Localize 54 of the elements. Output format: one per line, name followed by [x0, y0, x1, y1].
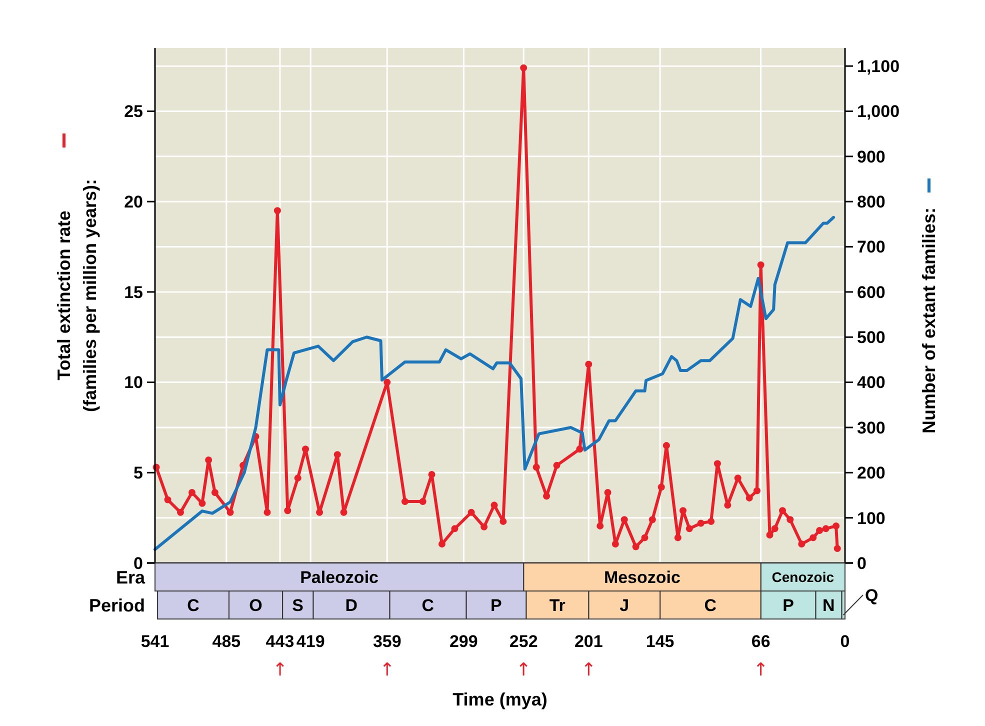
y-tick-label: 15 — [124, 282, 143, 302]
x-tick-label: 66 — [751, 632, 770, 651]
series-label: O — [249, 596, 262, 615]
y2-tick-label: 1,000 — [857, 102, 900, 122]
x-tick-label: 0 — [840, 632, 850, 651]
series-label: D — [345, 596, 358, 615]
y2-tick-label: 400 — [857, 373, 886, 392]
x-tick-label: 541 — [140, 632, 170, 651]
x-tick-label: 252 — [509, 632, 538, 651]
x-axis-title: Time (mya) — [452, 689, 548, 710]
x-tick-label: 419 — [296, 632, 325, 651]
y2-tick-label: 300 — [857, 418, 886, 438]
y2-tick-label: 0 — [857, 554, 866, 573]
annotation: ↑ — [581, 659, 596, 680]
series-label: P — [490, 596, 502, 615]
x-tick-label: 201 — [574, 632, 603, 651]
legend-label: Q — [865, 586, 878, 605]
annotation: ↑ — [753, 659, 768, 680]
y2-tick-label: 900 — [857, 147, 886, 166]
series-label: P — [782, 596, 794, 615]
annotation: ↑ — [272, 659, 288, 680]
series-label: J — [620, 596, 630, 615]
y-tick-label: 5 — [134, 464, 143, 483]
series-label: Mesozoic — [604, 568, 680, 587]
y-axis-title: Total extinction rate (families per million years): — [54, 178, 100, 412]
x-tick-label: 443 — [266, 632, 294, 651]
series-label: C — [422, 596, 434, 615]
series-label: C — [187, 596, 200, 615]
y-tick-label: 20 — [124, 192, 143, 212]
y2-tick-label: 100 — [857, 508, 886, 528]
series-label: Cenozoic — [772, 568, 834, 585]
annotation: ↑ — [380, 659, 395, 680]
y-tick-label: Period — [88, 595, 145, 616]
y-tick-label: 25 — [124, 102, 143, 122]
series-label: C — [704, 596, 717, 615]
line-series — [154, 216, 836, 551]
x-tick-label: 485 — [212, 632, 241, 651]
series-label: N — [822, 596, 835, 615]
y2-tick-label: 600 — [857, 282, 886, 302]
series-label: Tr — [549, 596, 566, 615]
y-tick-label: 0 — [134, 554, 143, 573]
y2-axis-title: Number of extant families: — [919, 207, 939, 434]
y2-tick-label: 700 — [857, 238, 886, 257]
y2-tick-label: 800 — [857, 192, 886, 212]
x-tick-label: 299 — [449, 632, 478, 651]
y2-tick-label: 1,100 — [857, 57, 900, 76]
series-label: Paleozoic — [300, 568, 379, 587]
annotation: ↑ — [516, 659, 532, 680]
y2-tick-label: 500 — [857, 328, 886, 348]
x-tick-label: 359 — [372, 632, 402, 651]
x-tick-label: 145 — [646, 632, 674, 651]
y2-tick-label: 200 — [857, 464, 886, 483]
series-label: S — [292, 596, 304, 615]
y-tick-label: 10 — [124, 373, 143, 392]
